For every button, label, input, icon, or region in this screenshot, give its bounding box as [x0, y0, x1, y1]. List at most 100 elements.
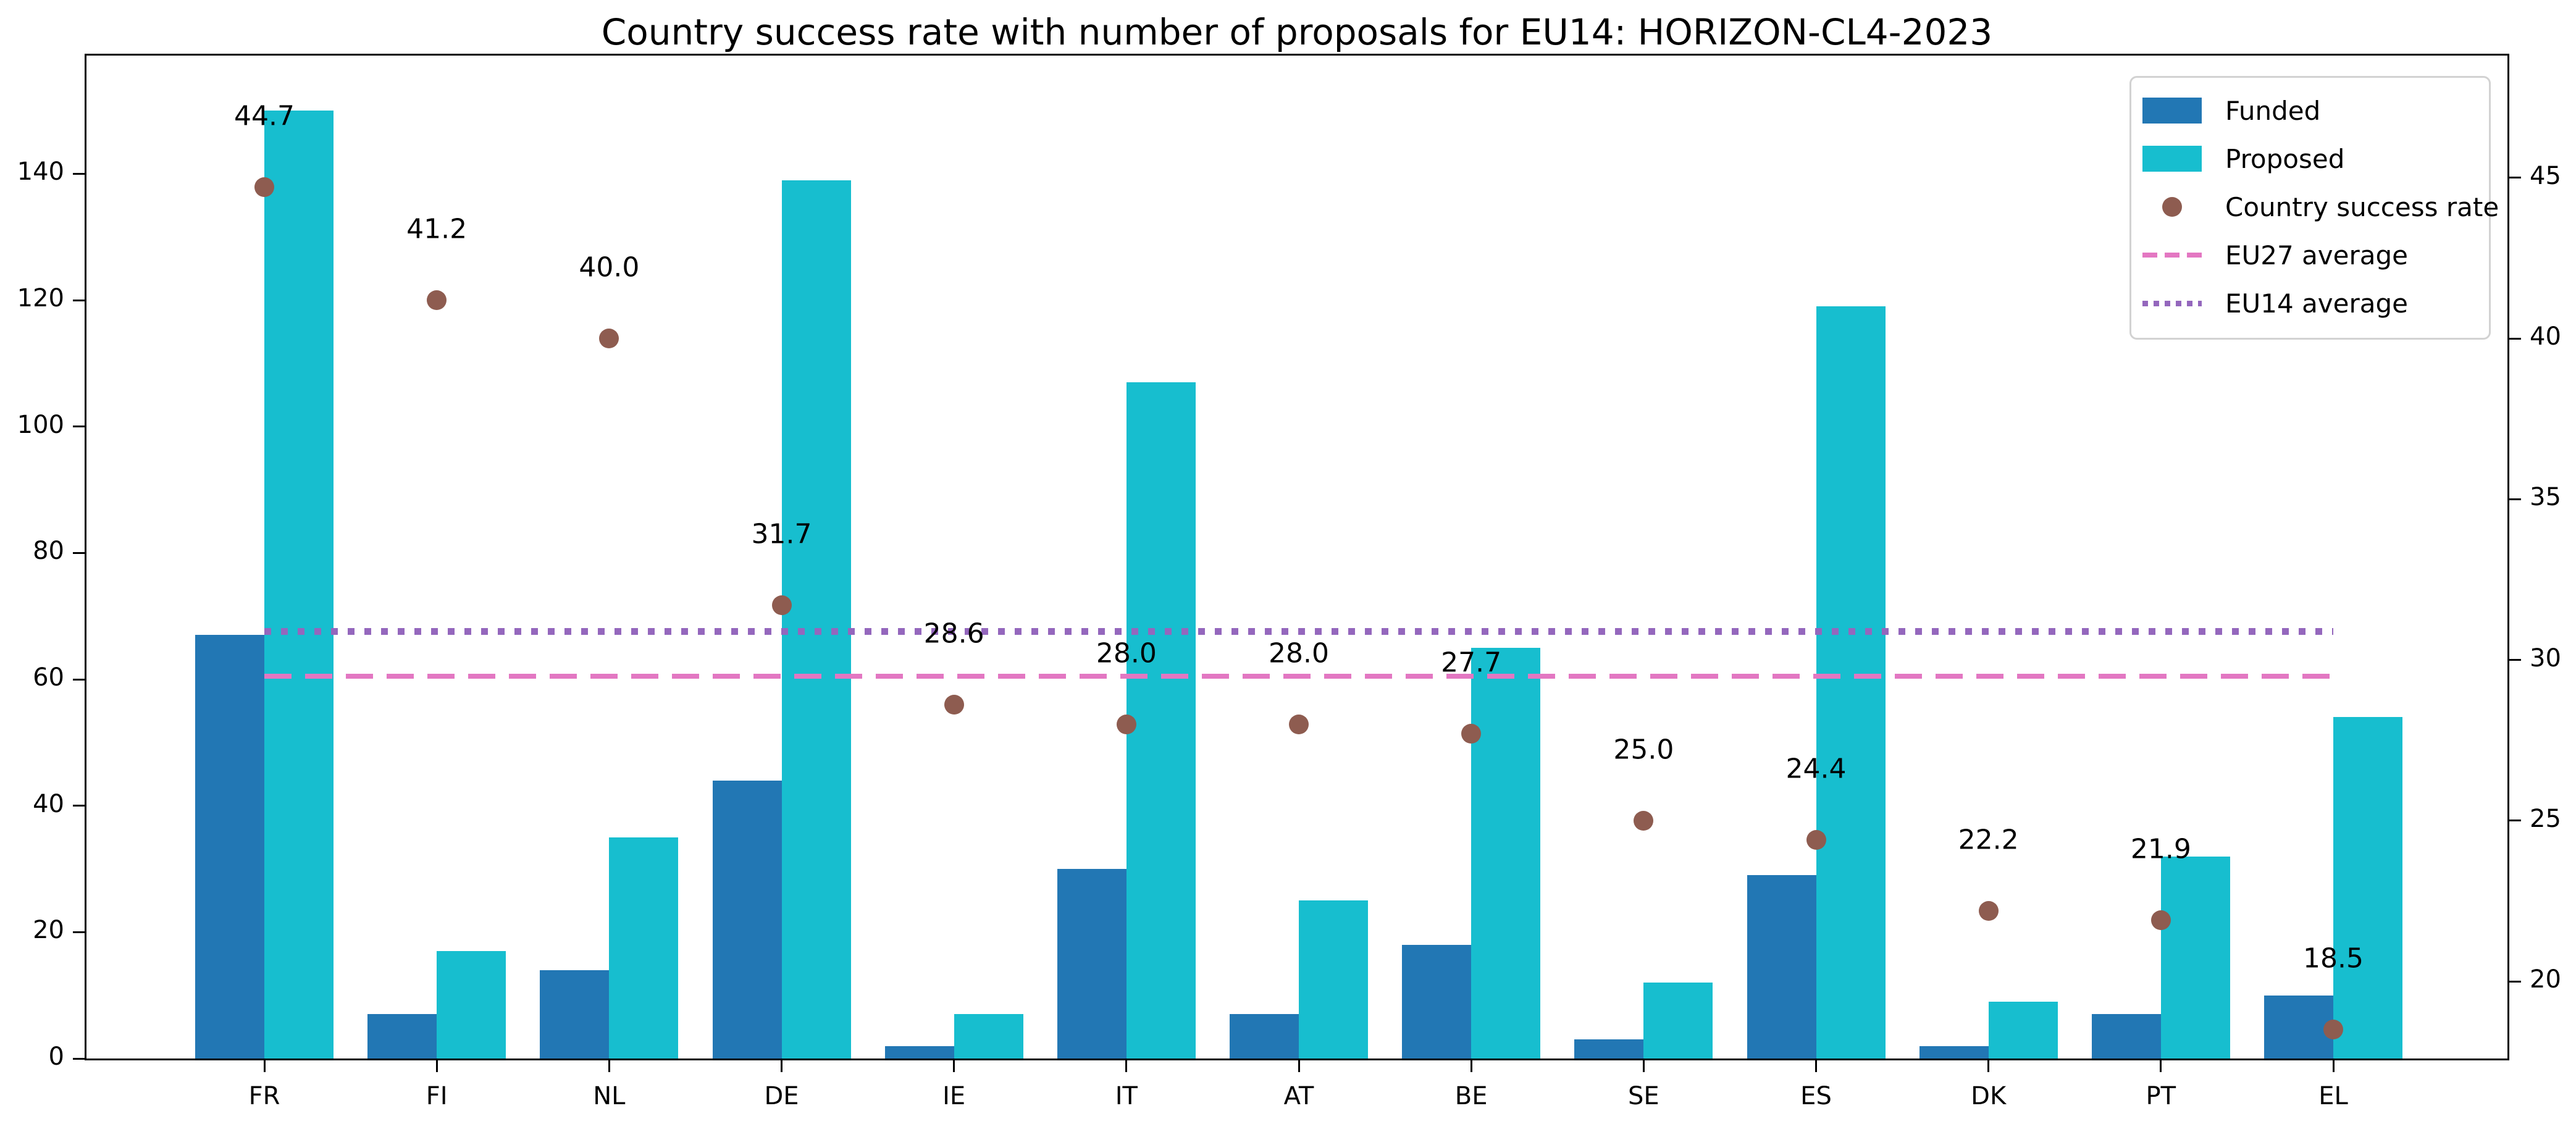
y-axis-left-tick	[73, 1057, 86, 1060]
y-axis-left-tick	[73, 299, 86, 301]
y-axis-left-tick	[73, 805, 86, 807]
legend-item-proposed: Proposed	[2142, 135, 2489, 183]
eu27-average-line	[264, 673, 2333, 679]
success-rate-label-FI: 41.2	[406, 213, 468, 245]
success-rate-label-BE: 27.7	[1441, 647, 1502, 679]
y-axis-left-tick	[73, 931, 86, 933]
bar-funded-AT	[1230, 1014, 1299, 1059]
y-axis-left-tick-label: 120	[17, 284, 64, 313]
success-rate-dot-IE	[944, 695, 964, 715]
x-tick-label-ES: ES	[1800, 1082, 1832, 1110]
x-axis-tick-SE	[1642, 1059, 1645, 1072]
x-tick-label-EL: EL	[2318, 1082, 2348, 1110]
success-rate-dot-EL	[2323, 1020, 2343, 1040]
legend-label-funded: Funded	[2225, 95, 2321, 126]
success-rate-label-IE: 28.6	[923, 618, 984, 650]
legend-label-eu14-average: EU14 average	[2225, 288, 2409, 319]
y-axis-right-tick-label: 45	[2530, 161, 2561, 190]
success-rate-dot-DE	[771, 595, 792, 616]
y-axis-right-tick-label: 25	[2530, 804, 2561, 833]
bar-proposed-DE	[781, 180, 851, 1059]
bar-proposed-NL	[609, 837, 679, 1059]
y-axis-right-tick	[2507, 177, 2521, 179]
bar-funded-IE	[884, 1046, 954, 1059]
success-rate-dot-IT	[1116, 714, 1136, 734]
bar-funded-DK	[1919, 1046, 1989, 1059]
success-rate-dot-PT	[2150, 910, 2171, 931]
bar-proposed-BE	[1471, 647, 1541, 1059]
success-rate-label-IT: 28.0	[1096, 637, 1157, 669]
legend-item-eu27-average: EU27 average	[2142, 231, 2489, 279]
y-axis-right-tick	[2507, 820, 2521, 822]
legend-label-eu27-average: EU27 average	[2225, 240, 2409, 270]
success-rate-label-FR: 44.7	[234, 100, 295, 132]
y-axis-right-tick-label: 30	[2530, 644, 2561, 673]
x-tick-label-PT: PT	[2146, 1082, 2176, 1110]
bar-proposed-AT	[1299, 900, 1368, 1059]
legend-item-country-success-rate: Country success rate	[2142, 183, 2499, 231]
x-tick-label-FR: FR	[248, 1082, 280, 1110]
bar-funded-SE	[1574, 1039, 1644, 1059]
bar-proposed-DK	[1988, 1001, 2058, 1059]
y-axis-left-tick	[73, 172, 86, 175]
bar-funded-FR	[195, 635, 264, 1059]
x-axis-tick-NL	[608, 1059, 610, 1072]
success-rate-label-AT: 28.0	[1269, 637, 1329, 669]
success-rate-label-DK: 22.2	[1958, 824, 2019, 856]
x-tick-label-NL: NL	[593, 1082, 626, 1110]
bar-proposed-EL	[2333, 717, 2402, 1059]
x-axis-tick-FI	[435, 1059, 438, 1072]
x-axis-tick-PT	[2160, 1059, 2162, 1072]
legend-item-eu14-average: EU14 average	[2142, 279, 2489, 327]
bar-proposed-IE	[954, 1014, 1023, 1059]
bar-funded-BE	[1402, 944, 1472, 1059]
success-rate-dot-AT	[1289, 714, 1309, 734]
x-axis-tick-ES	[1815, 1059, 1817, 1072]
x-tick-label-IT: IT	[1115, 1082, 1138, 1110]
x-axis-tick-IT	[1125, 1059, 1128, 1072]
success-rate-dot-FR	[254, 177, 274, 198]
success-rate-label-SE: 25.0	[1613, 734, 1674, 766]
y-axis-right-tick	[2507, 337, 2521, 340]
bar-proposed-FR	[264, 111, 334, 1059]
legend: Funded Proposed Country success rate EU27 a…	[2129, 76, 2499, 340]
x-tick-label-SE: SE	[1627, 1082, 1659, 1110]
y-axis-right-tick-label: 20	[2530, 965, 2561, 994]
eu14-average-line	[264, 627, 2333, 635]
y-axis-left-tick-label: 100	[17, 410, 64, 439]
bar-proposed-IT	[1126, 382, 1196, 1059]
y-axis-right-tick	[2507, 659, 2521, 661]
y-axis-left-tick	[73, 678, 86, 681]
y-axis-left-tick-label: 40	[33, 789, 64, 818]
success-rate-dot-BE	[1461, 724, 1482, 744]
x-tick-label-AT: AT	[1283, 1082, 1314, 1110]
success-rate-dot-ES	[1806, 830, 1826, 850]
chart-title: Country success rate with number of prop…	[601, 11, 1993, 53]
y-axis-left-tick-label: 20	[33, 916, 64, 945]
legend-swatch-proposed	[2142, 146, 2204, 172]
x-axis-tick-AT	[1298, 1059, 1300, 1072]
x-axis-tick-DK	[1987, 1059, 1990, 1072]
y-axis-right-tick-label: 35	[2530, 483, 2561, 512]
bar-funded-IT	[1057, 869, 1126, 1059]
success-rate-dot-NL	[599, 329, 619, 349]
bar-funded-EL	[2264, 995, 2333, 1059]
success-rate-dot-DK	[1978, 900, 1999, 921]
x-axis-tick-BE	[1470, 1059, 1472, 1072]
bar-funded-FI	[367, 1014, 437, 1059]
bar-proposed-PT	[2160, 856, 2230, 1059]
success-rate-label-ES: 24.4	[1785, 753, 1847, 785]
legend-swatch-funded	[2142, 98, 2204, 124]
y-axis-right-tick	[2507, 980, 2521, 983]
plot-area	[85, 54, 2509, 1060]
legend-swatch-eu14-average	[2142, 300, 2204, 306]
x-tick-label-IE: IE	[942, 1082, 966, 1110]
x-tick-label-FI: FI	[426, 1082, 448, 1110]
x-axis-tick-EL	[2332, 1059, 2335, 1072]
y-axis-left-tick-label: 0	[48, 1042, 64, 1071]
legend-swatch-country-success-rate	[2142, 197, 2204, 217]
y-axis-left-tick-label: 60	[33, 663, 64, 692]
x-axis-tick-IE	[953, 1059, 955, 1072]
success-rate-label-NL: 40.0	[579, 251, 640, 283]
x-axis-tick-FR	[263, 1059, 266, 1072]
